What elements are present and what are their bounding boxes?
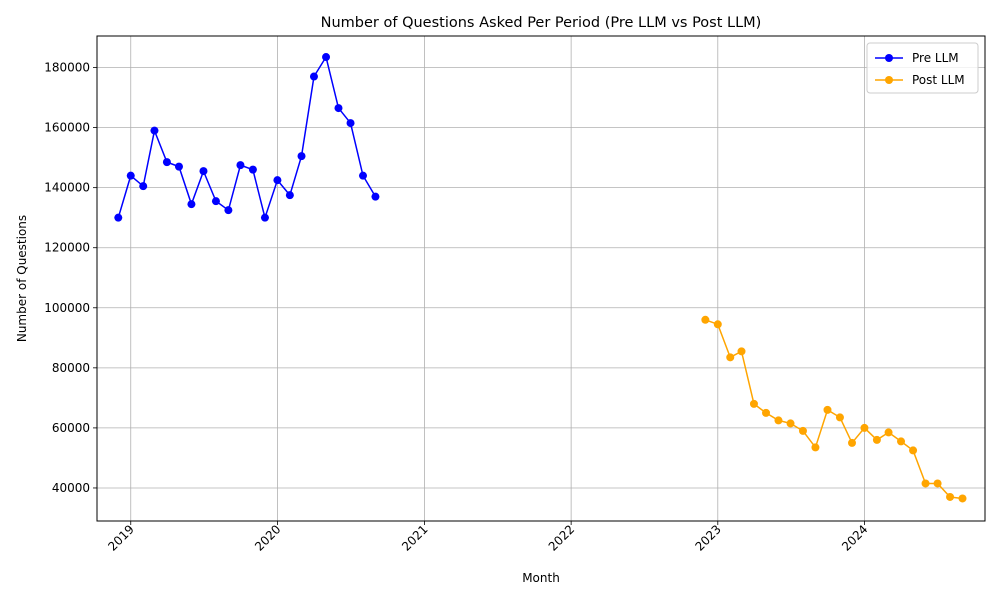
series-0: [114, 53, 380, 222]
plot-frame: [96, 35, 986, 522]
data-point: [860, 423, 869, 432]
legend-label: Pre LLM: [912, 51, 959, 65]
data-point: [774, 416, 783, 425]
data-point: [260, 213, 269, 222]
y-tick-label: 80000: [52, 361, 90, 375]
data-point: [126, 171, 135, 180]
data-point: [174, 162, 183, 171]
y-tick-label: 180000: [44, 61, 90, 75]
data-point: [737, 347, 746, 356]
series-line: [705, 319, 963, 500]
data-point: [701, 315, 710, 324]
data-point: [248, 165, 257, 174]
data-point: [958, 494, 967, 503]
data-point: [334, 104, 343, 113]
data-point: [285, 191, 294, 200]
data-point: [187, 200, 196, 209]
chart-title: Number of Questions Asked Per Period (Pr…: [321, 15, 762, 31]
y-tick-label: 160000: [44, 121, 90, 135]
data-point: [909, 446, 918, 455]
data-point: [371, 192, 380, 201]
data-point: [713, 320, 722, 329]
data-point: [236, 161, 245, 170]
data-point: [150, 126, 159, 135]
data-point: [322, 53, 331, 62]
data-point: [358, 171, 367, 180]
data-point: [835, 413, 844, 422]
data-point: [297, 152, 306, 161]
series-1: [701, 315, 967, 503]
data-point: [823, 405, 832, 414]
data-point: [884, 428, 893, 437]
data-point: [921, 479, 930, 488]
legend-item: Pre LLM: [875, 51, 959, 65]
data-point: [199, 167, 208, 176]
data-point: [162, 158, 171, 167]
data-point: [726, 353, 735, 362]
data-point: [897, 437, 906, 446]
data-point: [346, 119, 355, 128]
data-point: [933, 479, 942, 488]
y-tick-label: 120000: [44, 241, 90, 255]
legend-swatch-marker: [885, 76, 893, 84]
data-point: [798, 426, 807, 435]
y-axis-title: Number of Questions: [15, 215, 29, 342]
x-axis-title: Month: [522, 571, 560, 585]
legend-item: Post LLM: [875, 73, 965, 87]
y-tick-label: 100000: [44, 301, 90, 315]
data-point: [114, 213, 123, 222]
series-line: [117, 55, 377, 221]
data-point: [224, 206, 233, 215]
data-point: [211, 197, 220, 206]
legend-swatch-marker: [885, 54, 893, 62]
legend-label: Post LLM: [912, 73, 965, 87]
y-tick-label: 60000: [52, 421, 90, 435]
data-point: [139, 182, 148, 191]
grid: [97, 36, 985, 521]
y-tick-label: 40000: [52, 481, 90, 495]
data-point: [309, 72, 318, 81]
legend: Pre LLM Post LLM: [866, 42, 979, 94]
data-point: [749, 399, 758, 408]
data-point: [848, 438, 857, 447]
y-tick-label: 140000: [44, 181, 90, 195]
data-point: [786, 419, 795, 428]
data-point: [273, 176, 282, 185]
data-point: [762, 408, 771, 417]
series-layer: [114, 53, 967, 503]
data-point: [946, 492, 955, 501]
y-axis: 40000 60000 80000 100000 120000 140000 160000 1…: [44, 61, 97, 495]
data-point: [872, 435, 881, 444]
data-point: [811, 443, 820, 452]
